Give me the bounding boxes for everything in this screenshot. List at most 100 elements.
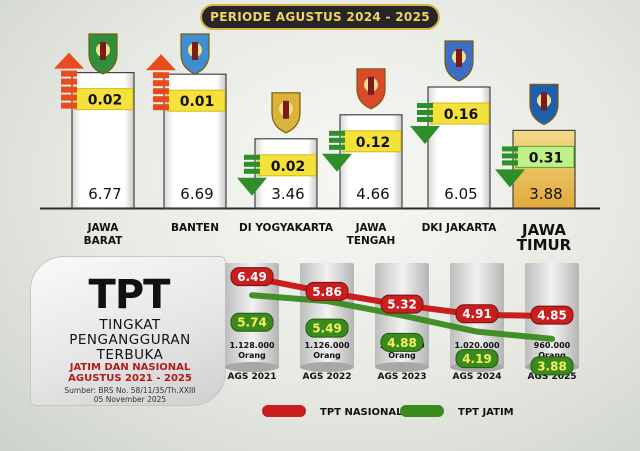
arrow-stripe [61, 94, 77, 101]
legend-national-label: TPT NASIONAL [320, 407, 403, 418]
unemployed-count-label: 1.128.000 [229, 341, 274, 350]
tpt-title-panel [30, 256, 226, 406]
up-arrow-icon [146, 54, 176, 71]
arrow-stripe [417, 103, 433, 108]
legend-national-swatch [262, 405, 306, 417]
period-banner: PERIODE AGUSTUS 2024 - 2025 [200, 4, 440, 30]
jatim-point [230, 312, 274, 332]
column-base [375, 362, 429, 372]
national-point [305, 281, 349, 301]
national-point [455, 304, 499, 324]
tpt-subtitle: TINGKAT PENGANGGURAN TERBUKA [40, 318, 220, 363]
province-label: TENGAH [347, 235, 396, 247]
west-java-emblem-icon [88, 33, 118, 75]
emblem-mark [192, 42, 198, 60]
jatim-value-label: 5.74 [237, 316, 267, 330]
period-label: PERIODE AGUSTUS 2024 - 2025 [210, 10, 430, 24]
down-arrow-icon [237, 177, 267, 196]
jakarta-emblem-icon [444, 40, 474, 82]
bar-value-label: 6.77 [88, 185, 121, 203]
down-arrow-icon [495, 169, 525, 188]
down-arrow-icon [410, 126, 440, 144]
central-java-emblem-icon [356, 68, 386, 110]
year-label: AGS 2023 [377, 372, 426, 382]
unemployed-count-label: 1.020.000 [454, 341, 499, 350]
banten-emblem-icon [180, 33, 210, 75]
arrow-stripe [502, 153, 518, 159]
column-base [300, 362, 354, 372]
tpt-title: TPT [88, 272, 171, 318]
arrow-stripe [502, 160, 518, 166]
jatim-point [530, 356, 574, 376]
unemployed-unit-label: Orang [238, 351, 266, 360]
province-label: JAWA [87, 222, 120, 234]
unemployed-unit-label: Orang [313, 351, 341, 360]
national-value-label: 4.91 [462, 307, 492, 321]
emblem-mark [100, 42, 106, 60]
tpt-scope: JATIM DAN NASIONAL AGUSTUS 2021 - 2025 [40, 362, 220, 384]
yogyakarta-emblem-icon [271, 92, 301, 134]
tpt-scope-line: JATIM DAN NASIONAL [69, 362, 191, 373]
province-label: JAWA [355, 222, 388, 234]
province-label: JAWA [521, 221, 566, 239]
arrow-stripe [153, 96, 169, 103]
arrow-stripe [61, 78, 77, 85]
unemployed-count-label: 1.126.000 [304, 341, 349, 350]
change-value-label: 0.02 [271, 159, 306, 175]
change-value-label: 0.01 [180, 94, 215, 110]
province-label: DKI JAKARTA [422, 222, 498, 234]
province-label: BANTEN [171, 222, 219, 234]
column-base [225, 362, 279, 372]
bar-value-label: 4.66 [356, 185, 389, 203]
province-label: BARAT [84, 235, 124, 247]
change-value-label: 0.02 [88, 93, 123, 109]
year-label: AGS 2024 [452, 372, 501, 382]
emblem-mark [541, 92, 547, 111]
unemployed-unit-label: Orang [388, 351, 416, 360]
bar-value-label: 6.69 [180, 185, 213, 203]
emblem-mark [456, 49, 462, 67]
emblem-mark [283, 100, 289, 119]
jatim-point [455, 349, 499, 369]
arrow-stripe [244, 154, 260, 160]
year-label: AGS 2025 [527, 372, 576, 382]
up-arrow-icon [54, 52, 84, 69]
tpt-subtitle-line: TINGKAT [99, 317, 161, 333]
arrow-stripe [244, 168, 260, 174]
change-value-label: 0.16 [444, 107, 479, 123]
province-bar [512, 129, 576, 209]
arrow-stripe [153, 80, 169, 87]
tpt-source-line: 05 November 2025 [93, 395, 167, 404]
arrow-stripe [61, 86, 77, 93]
jatim-series-line [249, 292, 555, 342]
tpt-source-line: Sumber: BRS No. 58/11/35/Th.XXIII [64, 386, 196, 395]
jatim-point [380, 332, 424, 352]
jatim-value-label: 3.88 [537, 359, 567, 373]
unemployed-count-label: 960.000 [534, 341, 571, 350]
national-point [380, 294, 424, 314]
year-label: AGS 2021 [227, 372, 276, 382]
down-arrow-icon [322, 153, 352, 172]
jatim-value-label: 4.19 [462, 352, 492, 366]
arrow-stripe [153, 88, 169, 95]
province-label: DI YOGYAKARTA [239, 222, 334, 234]
arrow-stripe [502, 146, 518, 152]
arrow-stripe [61, 102, 77, 109]
emblem-mark [368, 76, 374, 95]
change-value-label: 0.12 [356, 135, 391, 151]
arrow-stripe [417, 110, 433, 115]
tpt-subtitle-line: PENGANGGURAN [69, 332, 191, 348]
year-label: AGS 2022 [302, 372, 351, 382]
jatim-value-label: 4.88 [387, 336, 417, 350]
bar-value-label: 3.46 [271, 185, 304, 203]
bar-value-label: 3.88 [529, 185, 562, 203]
national-point [230, 267, 274, 287]
arrow-stripe [417, 117, 433, 122]
arrow-stripe [329, 130, 345, 136]
arrow-stripe [153, 104, 169, 111]
tpt-subtitle-line: TERBUKA [96, 347, 164, 363]
change-value-label: 0.31 [529, 150, 564, 166]
province-label: TIMUR [517, 236, 572, 254]
national-value-label: 6.49 [237, 270, 267, 284]
